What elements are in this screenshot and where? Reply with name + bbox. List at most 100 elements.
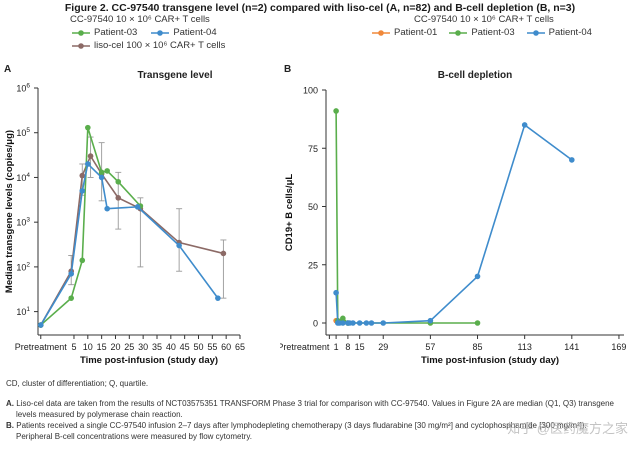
legend-b-label: Patient-04 [548,27,592,38]
data-point [79,257,86,264]
y-tick-label: 75 [308,144,318,154]
x-tick-label: 29 [378,342,388,352]
data-point [85,124,91,131]
footnote-a-letter: A. [6,399,14,408]
data-point [340,315,346,322]
x-tick-label: 15 [97,342,107,352]
footnote-a-line2: levels measured by polymerase chain reac… [16,410,183,419]
footnote-b: B. Patients received a single CC-97540 i… [6,420,587,431]
data-point [87,153,94,159]
legend-b-label: Patient-03 [471,27,515,38]
x-tick-label: 1 [334,342,339,352]
legend-a-header: CC-97540 10 × 10⁶ CAR+ T cells [70,14,210,25]
legend-marker-icon [72,42,90,49]
series-line [40,154,224,326]
data-point [68,295,75,301]
legend-marker-icon [151,29,170,36]
x-tick-label: 85 [473,342,483,352]
panel-a-letter: A [4,64,12,75]
x-tick-label: Pretreatment [280,342,330,352]
x-tick-label: 55 [207,342,217,352]
data-point [220,250,227,257]
footnote-b-line1: Patients received a single CC-97540 infu… [16,421,587,430]
legend-a-item-patient-04: Patient-04 [151,27,217,38]
x-tick-label: 65 [235,342,245,352]
panel-a-title: Transgene level [137,70,213,81]
legend-b-item-patient-01: Patient-01 [372,27,437,38]
panel-b-letter: B [284,64,292,75]
x-tick-label: 25 [124,342,134,352]
legend-marker-icon [449,29,468,36]
legend-a: CC-97540 10 × 10⁶ CAR+ T cells Patient-0… [70,14,225,51]
x-tick-label: 57 [425,342,435,352]
legend-b-label: Patient-01 [394,27,438,38]
y-tick-label: 101 [16,306,30,317]
footnote-abbrev: CD, cluster of differentiation; Q, quart… [6,379,149,388]
watermark: 知乎 @医药魔方之家 [507,421,628,436]
legend-b-item-patient-04: Patient-04 [526,27,592,38]
series-line [335,123,573,324]
x-tick-label: 5 [71,342,76,352]
legend-a-item-patient-03: Patient-03 [72,27,137,38]
y-tick-label: 50 [308,202,318,212]
legend-a-item-liso-cel: liso-cel 100 × 10⁶ CAR+ T cells [70,40,225,51]
data-point [350,320,356,326]
data-point [98,174,105,181]
data-point [380,320,387,326]
footnote-b-letter: B. [6,421,14,430]
data-point [521,122,528,128]
x-tick-label: 8 [345,342,350,352]
y-tick-label: 103 [16,217,30,228]
x-tick-label: 20 [110,342,120,352]
legend-a-label: Patient-03 [94,27,138,38]
data-point [474,273,481,280]
data-point [104,168,110,174]
data-point [115,178,122,185]
legend-a-label: Patient-04 [173,27,217,38]
chart-a-transgene-level: 101 102 103 104 105 106 Pretreatment 5 10 15 20 25 3… [4,83,245,367]
x-tick-label: Pretreatment [15,342,68,352]
legend-marker-icon [526,29,545,36]
series-line [335,110,478,324]
legend-marker-icon [72,29,90,36]
data-point [176,242,182,249]
data-point [363,320,370,326]
data-point [333,289,339,296]
x-tick-label: 50 [193,342,203,352]
data-point [79,172,86,179]
data-point [474,320,481,326]
x-tick-label: 113 [517,342,531,352]
chart-b-b-cell-depletion: 0 25 50 75 100 Pretreatment 1 8 15 29 57 85 113 141 16… [280,86,626,367]
x-tick-label: 40 [166,342,176,352]
data-point [68,271,75,277]
y-tick-label: 25 [308,260,318,270]
data-point [85,161,91,167]
data-point [356,320,363,326]
y-axis-title: CD19+ B cells/μL [284,174,295,252]
legend-marker-icon [372,29,390,36]
legend-b-item-patient-03: Patient-03 [449,27,515,38]
x-tick-label: 141 [564,342,579,352]
legend-b-header: CC-97540 10 × 10⁶ CAR+ T cells [414,14,554,25]
y-tick-label: 102 [16,261,30,272]
data-point [215,295,221,301]
data-point [134,204,141,210]
data-point [98,169,105,176]
y-tick-label: 106 [16,83,30,94]
footnote-a: A. Liso-cel data are taken from the resu… [6,398,614,409]
y-tick-label: 105 [16,127,30,138]
y-axis-title: Median transgene levels (copies/μg) [4,130,15,293]
footnote-a-line1: Liso-cel data are taken from the results… [16,399,614,408]
data-point [569,157,575,163]
legend-b: CC-97540 10 × 10⁶ CAR+ T cells Patient-0… [372,14,592,38]
x-tick-label: 15 [355,342,365,352]
data-point [79,188,86,194]
y-tick-label: 104 [16,172,30,183]
figure-title: Figure 2. CC-97540 transgene level (n=2)… [64,2,576,14]
data-point [368,320,375,326]
x-axis-title: Time post-infusion (study day) [80,355,218,366]
x-tick-label: 35 [152,342,162,352]
data-point [340,320,346,326]
y-tick-label: 0 [313,319,318,329]
data-point [37,322,44,328]
